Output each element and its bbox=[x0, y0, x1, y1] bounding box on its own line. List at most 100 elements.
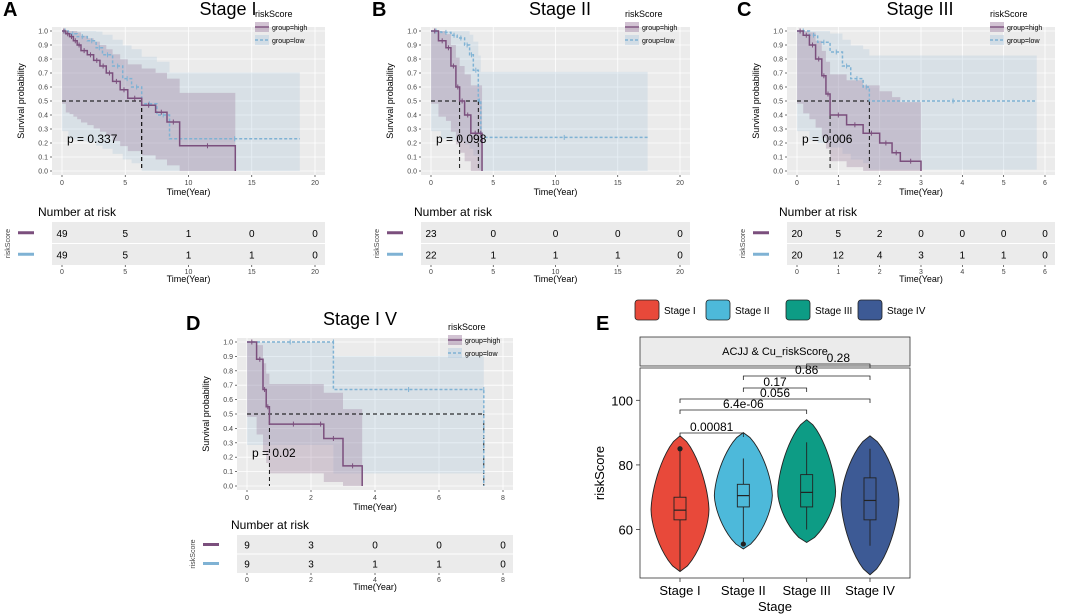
box-1 bbox=[673, 496, 687, 521]
risk-count-high: 0 bbox=[312, 229, 318, 240]
x-tick-label: Stage I bbox=[659, 583, 700, 598]
x-tick-label: 3 bbox=[919, 180, 923, 187]
outlier-point bbox=[740, 541, 746, 547]
risk-count-low: 3 bbox=[918, 250, 924, 261]
risk-x-tick-label: 1 bbox=[836, 269, 840, 276]
legend-label: Stage IV bbox=[887, 306, 926, 317]
y-tick-label: 0.2 bbox=[223, 455, 233, 462]
risk-count-low: 0 bbox=[677, 250, 683, 261]
risk-x-tick-label: 0 bbox=[429, 269, 433, 276]
y-tick-label: 0.7 bbox=[407, 71, 417, 78]
x-tick-label: 6 bbox=[1043, 180, 1047, 187]
y-tick-label: 0.2 bbox=[38, 141, 48, 148]
comparison-pvalue: 0.056 bbox=[760, 386, 790, 400]
risk-x-tick-label: 2 bbox=[309, 577, 313, 584]
risk-count-low: 1 bbox=[436, 560, 442, 571]
legend-title: riskScore bbox=[990, 9, 1028, 19]
legend-label: Stage III bbox=[815, 306, 852, 317]
x-axis-title: Time(Year) bbox=[167, 187, 211, 197]
panel-letter: B bbox=[372, 0, 386, 21]
x-tick-label: 6 bbox=[437, 495, 441, 502]
risk-count-low: 4 bbox=[877, 250, 883, 261]
risk-count-high: 0 bbox=[249, 229, 255, 240]
risk-count-low: 22 bbox=[425, 250, 437, 261]
y-tick-label: 0.6 bbox=[38, 85, 48, 92]
risk-count-low: 3 bbox=[308, 560, 314, 571]
x-tick-label: Stage II bbox=[721, 583, 766, 598]
risk-count-high: 0 bbox=[918, 229, 924, 240]
legend-label-low: group=low bbox=[1007, 38, 1040, 45]
x-tick-label: 5 bbox=[123, 180, 127, 187]
confidence-band bbox=[431, 31, 483, 171]
y-tick-label: 0.3 bbox=[407, 127, 417, 134]
risk-table-title: Number at risk bbox=[779, 205, 858, 219]
risk-x-tick-label: 4 bbox=[960, 269, 964, 276]
y-tick-label: 1.0 bbox=[38, 29, 48, 36]
y-tick-label: 0.0 bbox=[223, 484, 233, 491]
y-axis-title: riskScore bbox=[592, 446, 607, 500]
risk-table-y-title: riskScore bbox=[190, 539, 197, 568]
risk-count-high: 23 bbox=[425, 229, 437, 240]
panel-title: Stage I V bbox=[323, 309, 397, 329]
risk-x-tick-label: 20 bbox=[676, 269, 684, 276]
legend-title: riskScore bbox=[625, 9, 663, 19]
x-tick-label: 8 bbox=[501, 495, 505, 502]
risk-count-low: 1 bbox=[490, 250, 496, 261]
risk-count-high: 20 bbox=[791, 229, 803, 240]
legend-swatch-2 bbox=[705, 299, 731, 321]
x-axis-title: Time(Year) bbox=[353, 502, 397, 512]
risk-count-low: 1 bbox=[249, 250, 255, 261]
confidence-band bbox=[797, 31, 1037, 170]
risk-x-tick-label: 20 bbox=[311, 269, 319, 276]
y-tick-label: 0.9 bbox=[407, 43, 417, 50]
y-tick-label: 1.0 bbox=[407, 29, 417, 36]
risk-x-axis-title: Time(Year) bbox=[534, 274, 578, 284]
risk-count-high: 5 bbox=[122, 229, 128, 240]
legend-swatch-4 bbox=[857, 299, 883, 321]
risk-x-tick-label: 8 bbox=[501, 577, 505, 584]
panel-title: Stage II bbox=[529, 0, 591, 19]
strip-header bbox=[639, 336, 911, 367]
risk-count-high: 5 bbox=[836, 229, 842, 240]
x-axis-title: Time(Year) bbox=[534, 187, 578, 197]
risk-count-low: 1 bbox=[372, 560, 378, 571]
y-tick-label: 0.4 bbox=[223, 426, 233, 433]
confidence-band bbox=[62, 31, 300, 171]
p-value-label: p = 0.098 bbox=[436, 132, 487, 146]
legend-label: Stage I bbox=[664, 306, 696, 317]
legend-swatch-3 bbox=[785, 299, 811, 321]
y-tick-label: 0.2 bbox=[407, 141, 417, 148]
comparison-pvalue: 6.4e-06 bbox=[723, 397, 764, 411]
comparison-bracket bbox=[742, 387, 808, 392]
comparison-bracket bbox=[679, 398, 871, 403]
y-tick-label: 0.5 bbox=[773, 99, 783, 106]
risk-table-y-title: riskScore bbox=[5, 229, 12, 258]
y-tick-label: 0.6 bbox=[407, 85, 417, 92]
risk-count-low: 1 bbox=[186, 250, 192, 261]
y-tick-label: 0.1 bbox=[407, 155, 417, 162]
risk-x-tick-label: 10 bbox=[552, 269, 560, 276]
confidence-band bbox=[247, 342, 484, 486]
panel-letter: E bbox=[596, 313, 609, 335]
x-axis-title: Time(Year) bbox=[899, 187, 943, 197]
y-tick-label: 0.1 bbox=[223, 469, 233, 476]
y-tick-label: 0.4 bbox=[773, 113, 783, 120]
y-tick-label: 0.0 bbox=[407, 169, 417, 176]
x-tick-label: Stage III bbox=[782, 583, 830, 598]
legend-label-low: group=low bbox=[642, 38, 675, 45]
risk-x-tick-label: 2 bbox=[878, 269, 882, 276]
y-tick-label: 0.0 bbox=[773, 169, 783, 176]
comparison-pvalue: 0.28 bbox=[827, 351, 851, 365]
risk-count-high: 3 bbox=[308, 541, 314, 552]
risk-count-low: 1 bbox=[1001, 250, 1007, 261]
risk-count-high: 1 bbox=[186, 229, 192, 240]
risk-x-tick-label: 0 bbox=[795, 269, 799, 276]
x-tick-label: 20 bbox=[676, 180, 684, 187]
risk-x-tick-label: 0 bbox=[245, 577, 249, 584]
legend-label-high: group=high bbox=[465, 338, 500, 345]
y-tick-label: 0.8 bbox=[38, 57, 48, 64]
y-tick-label: 0.7 bbox=[223, 383, 233, 390]
risk-table-title: Number at risk bbox=[231, 518, 310, 532]
risk-count-high: 49 bbox=[56, 229, 68, 240]
km-curve-low bbox=[247, 341, 485, 486]
